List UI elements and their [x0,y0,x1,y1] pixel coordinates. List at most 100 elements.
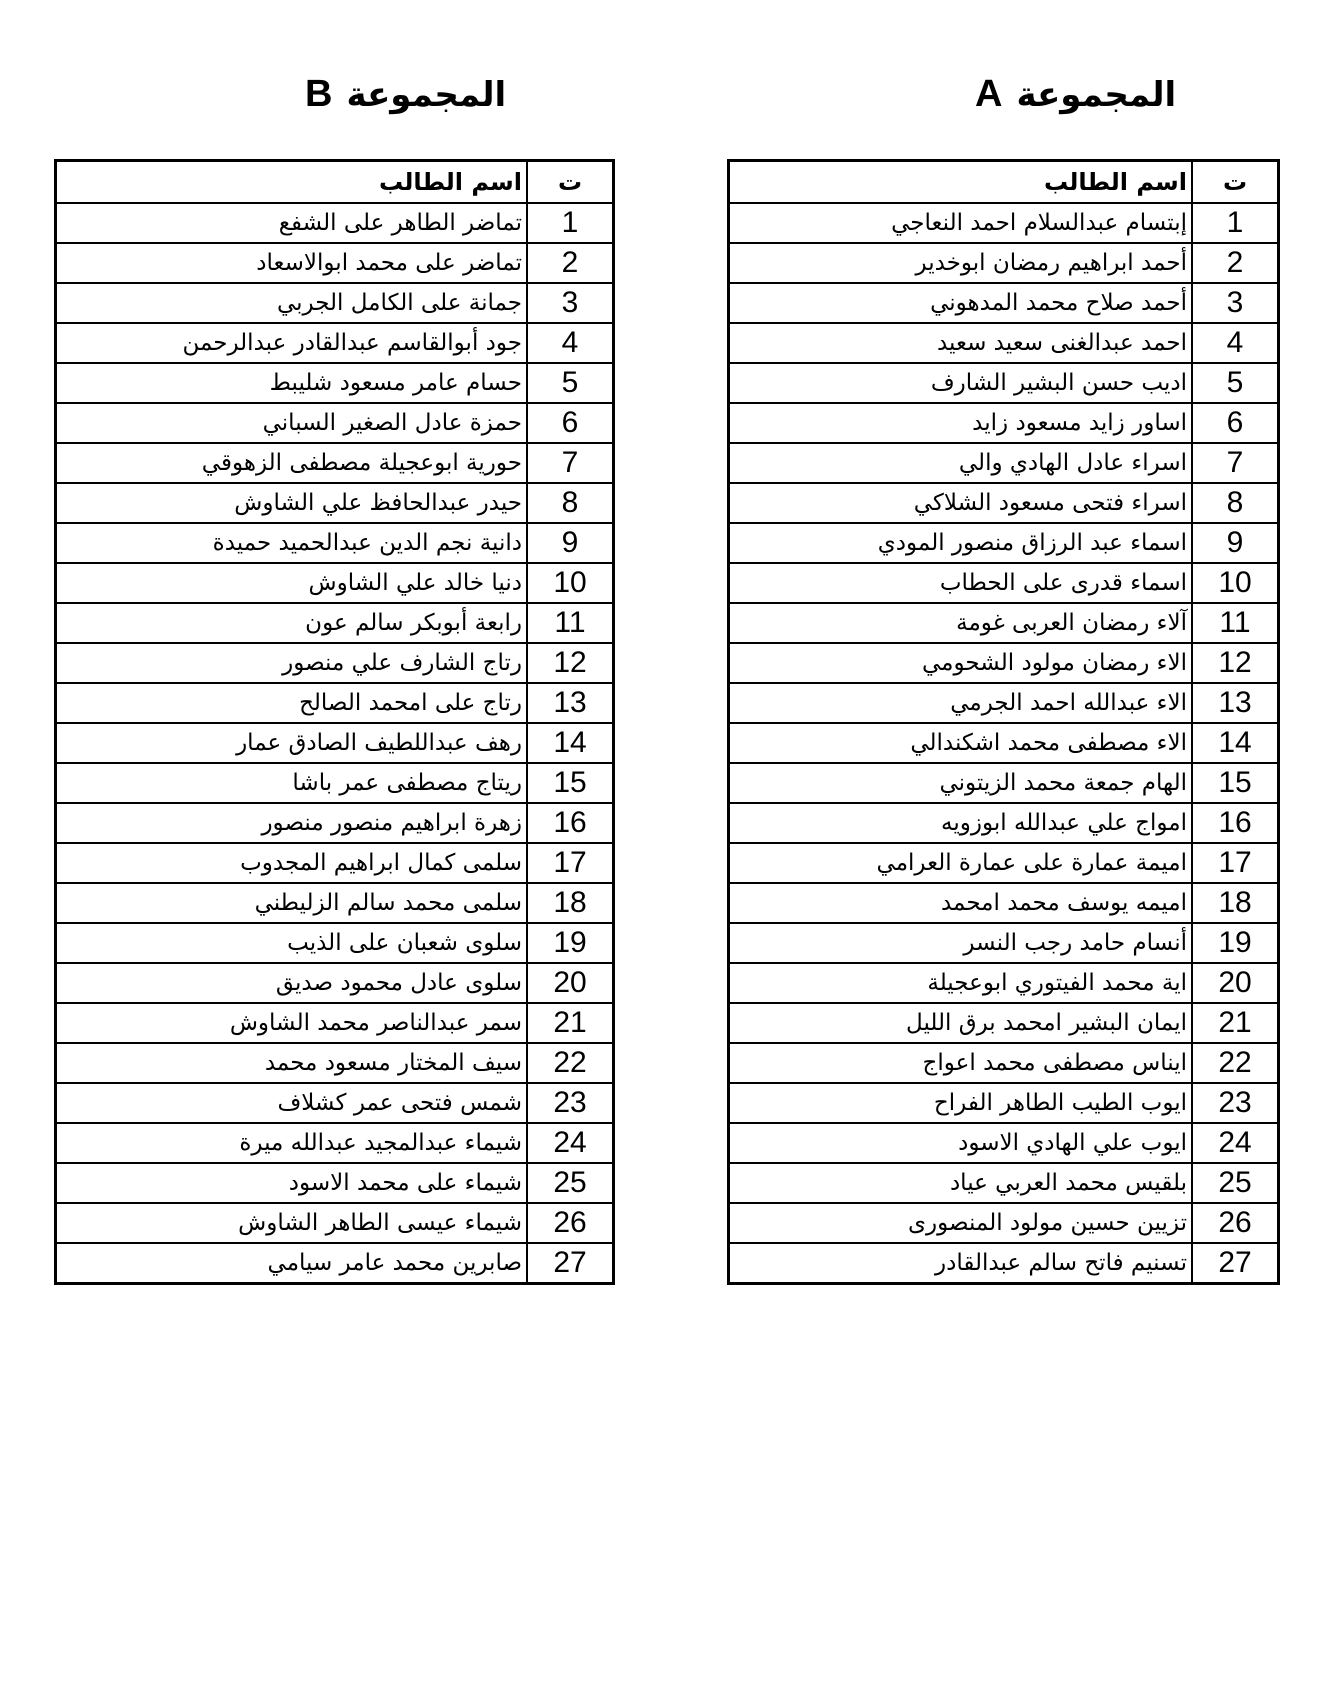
table-row: 6 اساور زايد مسعود زايد [727,402,1280,444]
row-number: 7 [1191,442,1280,484]
group-a-heading: المجموعة A [975,68,1176,121]
table-row: 5 حسام عامر مسعود شليبط [54,362,615,404]
table-row: 20 سلوى عادل محمود صديق [54,962,615,1004]
student-name: ايوب الطيب الطاهر الفراح [727,1082,1193,1124]
group-b-table: ت اسم الطالب 1 تماضر الطاهر على الشفع 2 تما… [54,159,615,1285]
table-row: 13 الاء عبدالله احمد الجرمي [727,682,1280,724]
student-name: جمانة على الكامل الجربي [54,282,528,324]
student-name: حمزة عادل الصغير السباني [54,402,528,444]
row-number: 17 [1191,842,1280,884]
table-row: 17 سلمى كمال ابراهيم المجدوب [54,842,615,884]
row-number: 20 [526,962,615,1004]
student-name: رابعة أبوبكر سالم عون [54,602,528,644]
student-name: جود أبوالقاسم عبدالقادر عبدالرحمن [54,322,528,364]
student-name: اسراء عادل الهادي والي [727,442,1193,484]
group-a-table: ت اسم الطالب 1 إبتسام عبدالسلام احمد النع… [727,159,1280,1285]
row-number: 16 [1191,802,1280,844]
row-number: 18 [1191,882,1280,924]
table-header-row: ت اسم الطالب [727,159,1280,204]
table-row: 1 إبتسام عبدالسلام احمد النعاجي [727,202,1280,244]
group-b-letter: B [305,73,333,115]
row-number: 18 [526,882,615,924]
row-number: 10 [526,562,615,604]
student-name: صابرين محمد عامر سيامي [54,1242,528,1285]
table-row: 7 حورية ابوعجيلة مصطفى الزهوقي [54,442,615,484]
table-row: 8 حيدر عبدالحافظ علي الشاوش [54,482,615,524]
student-name: اية محمد الفيتوري ابوعجيلة [727,962,1193,1004]
student-name: أحمد ابراهيم رمضان ابوخدير [727,242,1193,284]
row-number: 20 [1191,962,1280,1004]
row-number: 7 [526,442,615,484]
student-name: اميمه يوسف محمد امحمد [727,882,1193,924]
row-number: 8 [526,482,615,524]
table-row: 2 تماضر على محمد ابوالاسعاد [54,242,615,284]
student-name: رتاج على امحمد الصالح [54,682,528,724]
student-name: الاء رمضان مولود الشحومي [727,642,1193,684]
group-a-letter: A [975,73,1003,115]
row-number: 1 [1191,202,1280,244]
row-number: 21 [1191,1002,1280,1044]
row-number: 6 [1191,402,1280,444]
student-name: آلاء رمضان العربى غومة [727,602,1193,644]
row-number: 2 [526,242,615,284]
student-name: الهام جمعة محمد الزيتوني [727,762,1193,804]
table-row: 26 تزيين حسين مولود المنصورى [727,1202,1280,1244]
table-row: 1 تماضر الطاهر على الشفع [54,202,615,244]
student-name: ايمان البشير امحمد برق الليل [727,1002,1193,1044]
table-header-row: ت اسم الطالب [54,159,615,204]
student-name: حورية ابوعجيلة مصطفى الزهوقي [54,442,528,484]
group-b-heading: المجموعة B [305,68,506,121]
row-number: 6 [526,402,615,444]
table-row: 10 دنيا خالد علي الشاوش [54,562,615,604]
row-number: 27 [1191,1242,1280,1285]
column-header-student-name: اسم الطالب [727,159,1193,204]
student-name: اساور زايد مسعود زايد [727,402,1193,444]
table-row: 24 ايوب علي الهادي الاسود [727,1122,1280,1164]
table-row: 16 زهرة ابراهيم منصور منصور [54,802,615,844]
row-number: 14 [526,722,615,764]
table-row: 8 اسراء فتحى مسعود الشلاكي [727,482,1280,524]
table-row: 4 جود أبوالقاسم عبدالقادر عبدالرحمن [54,322,615,364]
row-number: 23 [1191,1082,1280,1124]
table-row: 27 صابرين محمد عامر سيامي [54,1242,615,1285]
row-number: 13 [1191,682,1280,724]
student-name: شيماء عبدالمجيد عبدالله ميرة [54,1122,528,1164]
row-number: 10 [1191,562,1280,604]
row-number: 11 [1191,602,1280,644]
student-name: اسماء عبد الرزاق منصور المودي [727,522,1193,564]
row-number: 11 [526,602,615,644]
table-row: 21 سمر عبدالناصر محمد الشاوش [54,1002,615,1044]
table-row: 25 شيماء على محمد الاسود [54,1162,615,1204]
table-row: 20 اية محمد الفيتوري ابوعجيلة [727,962,1280,1004]
student-name: اسماء قدرى على الحطاب [727,562,1193,604]
student-name: دانية نجم الدين عبدالحميد حميدة [54,522,528,564]
student-name: رهف عبداللطيف الصادق عمار [54,722,528,764]
student-name: شيماء على محمد الاسود [54,1162,528,1204]
row-number: 23 [526,1082,615,1124]
table-row: 12 الاء رمضان مولود الشحومي [727,642,1280,684]
row-number: 17 [526,842,615,884]
row-number: 5 [1191,362,1280,404]
table-row: 7 اسراء عادل الهادي والي [727,442,1280,484]
student-name: سمر عبدالناصر محمد الشاوش [54,1002,528,1044]
student-name: سلمى كمال ابراهيم المجدوب [54,842,528,884]
student-name: احمد عبدالغنى سعيد سعيد [727,322,1193,364]
row-number: 3 [1191,282,1280,324]
student-name: إبتسام عبدالسلام احمد النعاجي [727,202,1193,244]
row-number: 21 [526,1002,615,1044]
student-name: امواج علي عبدالله ابوزويه [727,802,1193,844]
row-number: 22 [526,1042,615,1084]
row-number: 3 [526,282,615,324]
table-row: 2 أحمد ابراهيم رمضان ابوخدير [727,242,1280,284]
student-name: ايوب علي الهادي الاسود [727,1122,1193,1164]
row-number: 25 [526,1162,615,1204]
row-number: 22 [1191,1042,1280,1084]
row-number: 8 [1191,482,1280,524]
row-number: 12 [1191,642,1280,684]
table-row: 11 رابعة أبوبكر سالم عون [54,602,615,644]
table-row: 15 الهام جمعة محمد الزيتوني [727,762,1280,804]
table-row: 17 اميمة عمارة على عمارة العرامي [727,842,1280,884]
group-a-title: المجموعة [1016,75,1177,115]
student-name: سلوى عادل محمود صديق [54,962,528,1004]
row-number: 15 [526,762,615,804]
